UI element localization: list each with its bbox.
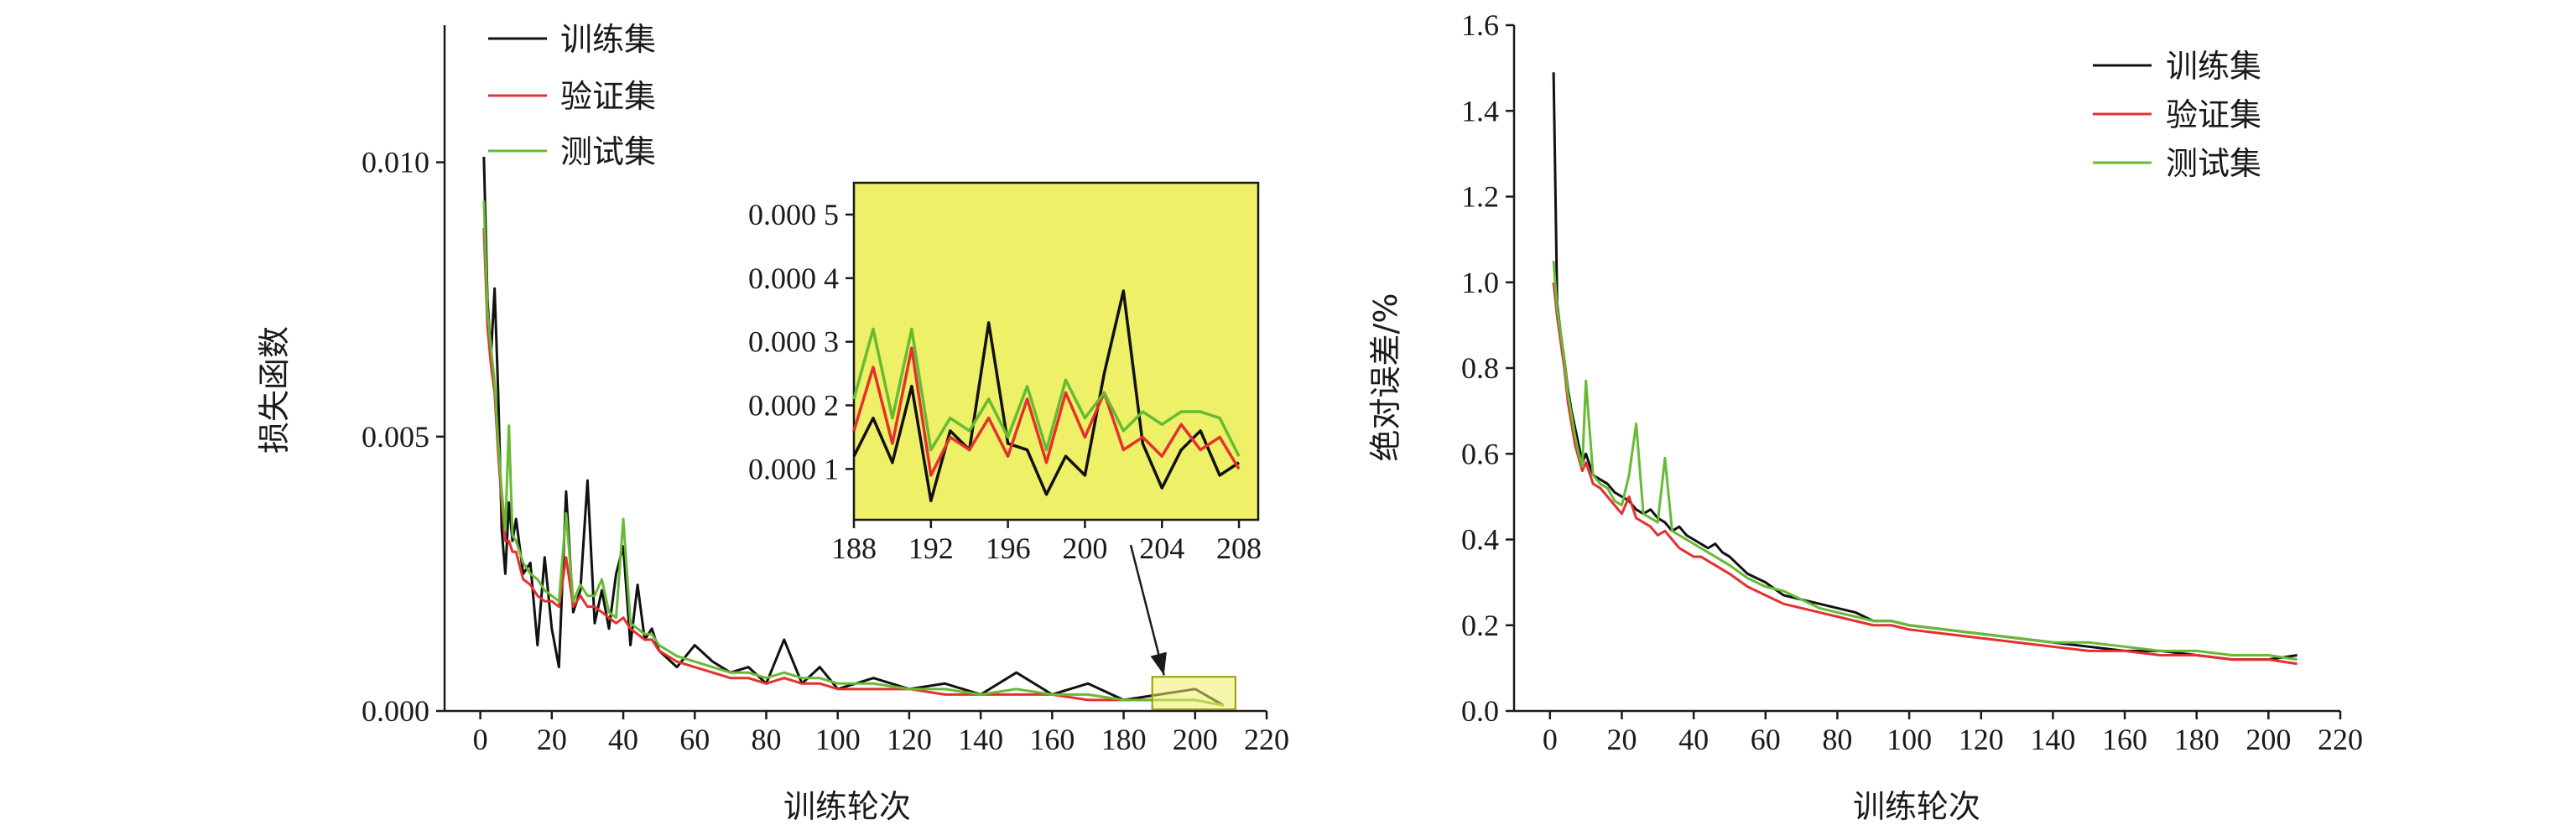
error-y-axis-label: 绝对误差/% xyxy=(1367,293,1404,462)
error-series-test xyxy=(1552,261,2298,662)
legend-label-test: 测试集 xyxy=(2166,145,2261,182)
error-plot-area: 0 20 40 60 80 100 120 140 160 180 200 220 0.0 0.2 0.4 0… xyxy=(1461,8,2363,756)
loss-y-tick-label: 0.005 xyxy=(362,420,429,454)
loss-x-tick-label: 80 xyxy=(751,723,781,756)
inset-series-train xyxy=(852,289,1241,502)
inset-y-tick-label: 0.000 3 xyxy=(748,325,839,359)
inset-x-tick-label: 204 xyxy=(1139,532,1184,565)
error-y-tick-label: 0.6 xyxy=(1461,437,1499,470)
inset-series-val xyxy=(852,346,1241,477)
error-y-tick-label: 1.0 xyxy=(1461,266,1499,299)
error-series-val xyxy=(1552,282,2298,666)
loss-x-tick-label: 60 xyxy=(679,723,710,756)
inset-series-test xyxy=(852,327,1241,457)
loss-x-tick-label: 20 xyxy=(537,723,567,756)
legend-label-val: 验证集 xyxy=(560,78,656,115)
inset-y-tick-label: 0.000 4 xyxy=(748,262,839,295)
inset-y-tick-label: 0.000 5 xyxy=(748,198,839,231)
legend-label-train: 训练集 xyxy=(560,21,656,58)
inset-x-tick-label: 200 xyxy=(1062,532,1107,565)
error-x-tick-label: 80 xyxy=(1822,723,1852,756)
zoom-inset: 188 192 196 200 204 208 0.000 1 0.000 2 0.000 3 0… xyxy=(748,181,1262,676)
loss-y-tick-label: 0.000 xyxy=(362,694,429,728)
error-x-tick-label: 40 xyxy=(1678,723,1709,756)
error-x-tick-label: 220 xyxy=(2318,723,2363,756)
inset-y-tick-label: 0.000 2 xyxy=(748,388,839,422)
inset-background xyxy=(852,181,1260,521)
error-y-tick-label: 1.6 xyxy=(1461,8,1499,42)
loss-x-tick-label: 0 xyxy=(473,723,488,756)
loss-x-tick-label: 220 xyxy=(1244,723,1289,756)
zoom-region-box xyxy=(1151,676,1236,711)
error-x-tick-label: 180 xyxy=(2174,723,2220,756)
loss-x-tick-label: 40 xyxy=(608,723,638,756)
error-x-tick-label: 160 xyxy=(2102,723,2147,756)
inset-x-tick-label: 192 xyxy=(908,532,954,565)
legend-label-test: 测试集 xyxy=(560,133,656,170)
loss-x-tick-label: 200 xyxy=(1173,723,1218,756)
loss-x-tick-label: 160 xyxy=(1029,723,1075,756)
error-y-tick-label: 1.2 xyxy=(1461,180,1499,214)
error-x-tick-label: 200 xyxy=(2246,723,2291,756)
zoom-arrow-head xyxy=(1150,651,1167,676)
error-y-tick-label: 0.4 xyxy=(1461,523,1499,557)
loss-x-tick-label: 120 xyxy=(887,723,932,756)
loss-y-axis-label: 损失函数 xyxy=(256,326,293,454)
error-y-tick-label: 1.4 xyxy=(1461,94,1499,127)
error-x-axis-label: 训练轮次 xyxy=(1853,788,1980,825)
error-y-tick-label: 0.2 xyxy=(1461,609,1499,642)
inset-y-tick-label: 0.000 1 xyxy=(748,452,839,485)
inset-x-tick-label: 188 xyxy=(831,532,877,565)
error-y-tick-label: 0.0 xyxy=(1461,694,1499,728)
loss-series-test xyxy=(482,200,1225,707)
error-x-tick-label: 140 xyxy=(2030,723,2075,756)
inset-x-tick-label: 196 xyxy=(986,532,1031,565)
error-x-tick-label: 60 xyxy=(1751,723,1781,756)
error-y-tick-label: 0.8 xyxy=(1461,351,1499,385)
loss-x-tick-label: 100 xyxy=(815,723,861,756)
loss-x-axis-label: 训练轮次 xyxy=(783,788,911,825)
error-legend: 训练集 验证集 测试集 xyxy=(2093,48,2261,182)
loss-legend: 训练集 验证集 测试集 xyxy=(488,21,656,170)
loss-x-tick-label: 140 xyxy=(958,723,1003,756)
error-chart: 0 20 40 60 80 100 120 140 160 180 200 220 0.0 0.2 0.4 0… xyxy=(1367,8,2363,825)
loss-chart: 0 20 40 60 80 100 120 140 160 180 200 220 0.000 0.005… xyxy=(256,21,1289,825)
legend-label-val: 验证集 xyxy=(2166,96,2261,133)
error-x-tick-label: 0 xyxy=(1543,723,1558,756)
error-x-tick-label: 20 xyxy=(1606,723,1637,756)
zoom-arrow-line xyxy=(1129,544,1165,676)
loss-plot-area: 0 20 40 60 80 100 120 140 160 180 200 220 0.000 0.005… xyxy=(362,25,1289,756)
error-x-tick-label: 120 xyxy=(1959,723,2004,756)
loss-series-val xyxy=(482,228,1225,707)
legend-label-train: 训练集 xyxy=(2166,48,2261,85)
inset-x-tick-label: 208 xyxy=(1216,532,1262,565)
loss-y-tick-label: 0.010 xyxy=(362,146,429,179)
loss-x-tick-label: 180 xyxy=(1101,723,1147,756)
error-x-tick-label: 100 xyxy=(1886,723,1932,756)
